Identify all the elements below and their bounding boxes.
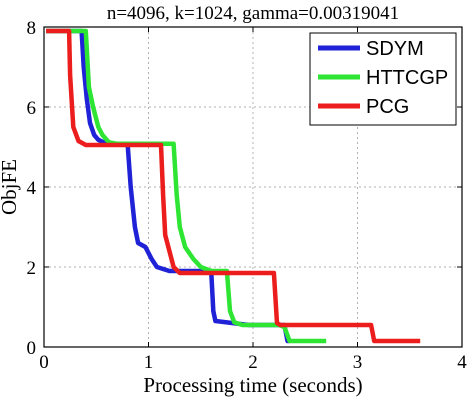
x-tick-label: 0: [39, 352, 49, 373]
y-tick-label: 0: [27, 338, 37, 359]
y-tick-label: 8: [27, 18, 37, 39]
x-tick-label: 4: [457, 352, 467, 373]
ticks: 0 1 2 3 4 0 2 4 6 8: [27, 18, 468, 373]
x-tick-label: 3: [353, 352, 363, 373]
legend-label-pcg: PCG: [366, 96, 409, 118]
y-axis-label: ObjFE: [0, 159, 21, 215]
series-line-pcg: [46, 28, 421, 344]
x-tick-label: 1: [144, 352, 154, 373]
x-tick-label: 2: [248, 352, 258, 373]
y-tick-label: 4: [27, 178, 37, 199]
series-layer: [46, 28, 421, 344]
y-tick-label: 6: [27, 98, 37, 119]
series-line-httcgp: [46, 28, 327, 344]
chart-title: n=4096, k=1024, gamma=0.00319041: [107, 3, 399, 24]
y-tick-label: 2: [27, 258, 37, 279]
legend-label-sdym: SDYM: [366, 38, 424, 60]
legend: SDYM HTTCGP PCG: [309, 32, 457, 126]
grid: [44, 27, 462, 347]
legend-label-httcgp: HTTCGP: [366, 67, 448, 89]
x-axis-label: Processing time (seconds): [143, 373, 362, 397]
